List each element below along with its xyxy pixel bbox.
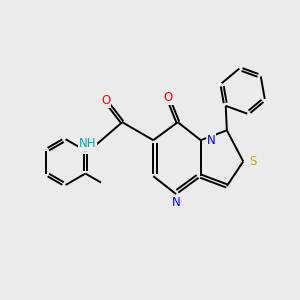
Text: O: O [164,91,172,104]
Text: NH: NH [79,137,96,150]
Text: N: N [207,134,215,147]
Text: S: S [249,155,256,168]
Text: O: O [101,94,110,107]
Text: N: N [172,196,181,209]
